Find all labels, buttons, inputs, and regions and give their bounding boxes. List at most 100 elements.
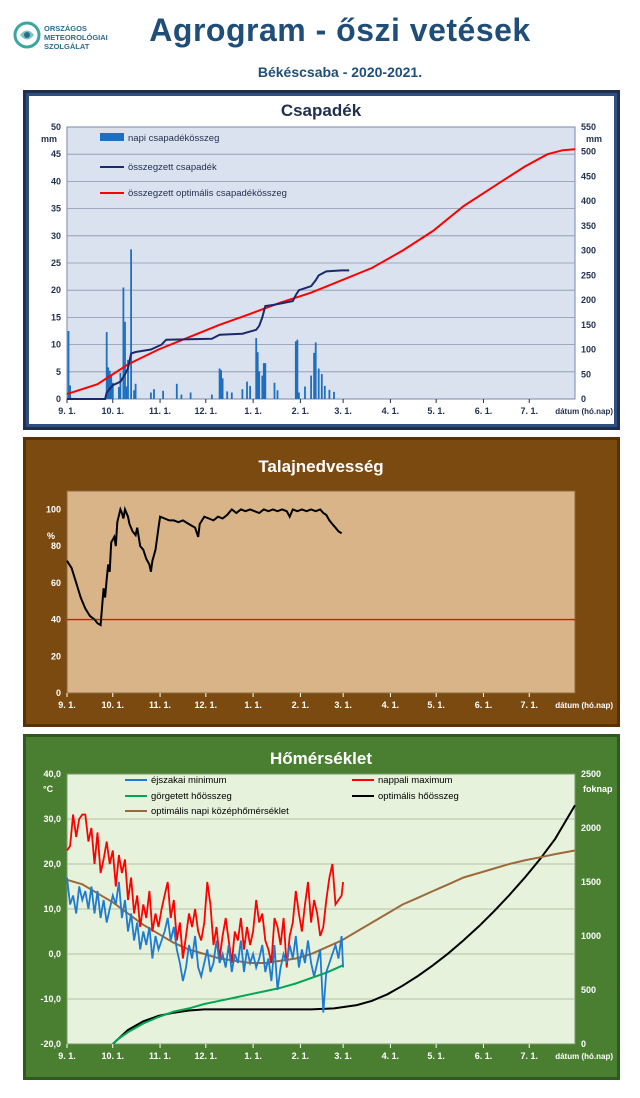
daily-precip-bar [258,371,261,399]
x-tick-label: 1. 1. [244,1051,262,1061]
daily-precip-bar [323,385,326,399]
y-right-tick-label: 1000 [581,931,601,941]
daily-precip-bar [105,332,108,399]
x-tick-label: 11. 1. [149,406,171,416]
y-right-tick-label: 150 [581,320,596,330]
daily-precip-bar [230,392,233,399]
daily-precip-bar [118,387,120,399]
y-right-tick-label: 0 [581,1039,586,1049]
y-left-tick-label: 30 [51,231,61,241]
optimal-daily-mean-line [66,849,576,964]
daily-precip-bar [310,375,312,399]
x-tick-label: 5. 1. [427,1051,445,1061]
daily-precip-bar [320,374,323,399]
y-left-tick-label: 40 [51,176,61,186]
temperature-panel: Hőmérséklet -20,0 -10,0 0,0 10,0 20,0 30,0 40,… [23,734,620,1080]
x-axis-label: dátum (hó.nap) [555,407,613,416]
daily-precip-bar [162,390,164,399]
x-tick-label: 3. 1. [334,1051,352,1061]
y-right-tick-label: 400 [581,196,596,206]
y-left-unit: mm [41,134,57,144]
legend: napi csapadékösszeg összegzett csapadék … [100,133,287,199]
y-right-tick-label: 450 [581,171,596,181]
x-tick-label: 7. 1. [520,700,538,710]
y-left-tick-label: 20,0 [43,859,61,869]
y-left-unit: °C [43,784,54,794]
legend-optsum: optimális hőösszeg [378,791,459,802]
legend-cumulative: összegzett csapadék [128,162,217,173]
y-tick-label: 100 [46,504,61,514]
y-tick-label: 0 [56,688,61,698]
page-subtitle: Békéscsaba - 2020-2021. [257,64,423,80]
y-tick-label: 20 [51,651,61,661]
x-tick-label: 10. 1. [102,700,125,710]
y-right-tick-label: 500 [581,985,596,995]
y-left-tick-label: 30,0 [43,814,61,824]
daily-precip-bar [313,352,315,399]
chart-title: Csapadék [281,101,362,120]
soil-moisture-chart: Talajnedvesség 0 20 40 60 80 100 % 9. 1. 10. 1… [23,437,620,727]
x-tick-label: 2. 1. [292,700,310,710]
y-right-tick-label: 2000 [581,823,601,833]
temperature-chart: Hőmérséklet -20,0 -10,0 0,0 10,0 20,0 30,0 40,… [23,734,620,1080]
page-title: Agrogram - őszi vetések [149,12,531,48]
legend-swatch-daily [100,133,124,141]
daily-precip-bar [298,392,300,399]
x-axis-label: dátum (hó.nap) [555,1052,613,1061]
x-tick-label: 1. 1. [244,700,262,710]
x-tick-label: 7. 1. [520,1051,538,1061]
legend: éjszakai minimum nappali maximum görgete… [125,775,459,817]
y-left-tick-label: 5 [56,367,61,377]
daily-precip-bar [333,391,335,399]
plot-area [66,490,576,694]
daily-precip-bar [261,375,264,399]
legend-optmean: optimális napi középhőmérséklet [151,806,289,817]
daily-precip-bar [111,382,114,399]
title-bar [29,96,614,120]
daily-precip-bar [262,363,265,399]
x-tick-label: 6. 1. [475,406,493,416]
x-tick-label: 5. 1. [427,406,445,416]
x-tick-label: 9. 1. [58,700,76,710]
omsz-logo: ORSZÁGOS METEOROLÓGIAI SZOLGÁLAT [12,20,132,60]
x-tick-label: 6. 1. [475,700,493,710]
x-tick-label: 1. 1. [244,406,262,416]
daily-precip-bar [249,385,251,399]
daily-precip-bar [241,389,244,399]
daily-precip-bar [124,321,126,399]
x-tick-label: 4. 1. [382,700,400,710]
daily-precip-bar [122,287,125,399]
y-right-tick-label: 100 [581,345,596,355]
y-left-tick-label: 25 [51,258,61,268]
y-left-tick-label: 0,0 [48,949,61,959]
y-tick-label: 60 [51,578,61,588]
daily-precip-bar [127,359,129,399]
daily-precip-bar [226,391,229,399]
y-right-tick-label: 300 [581,246,596,256]
daily-precip-bar [119,372,122,399]
daily-precip-bar [125,386,128,399]
daily-precip-bar [256,352,259,399]
y-left-tick-label: 45 [51,149,61,159]
y-right-tick-label: 2500 [581,769,601,779]
y-right-tick-label: 550 [581,122,596,132]
y-right-tick-label: 250 [581,270,596,280]
legend-max: nappali maximum [378,775,453,786]
daily-precip-bar [273,382,276,399]
x-tick-label: 12. 1. [195,1051,218,1061]
daily-precip-bar [218,368,221,399]
y-right-tick-label: 1500 [581,877,601,887]
daily-precip-bar [130,249,132,399]
precipitation-panel: Csapadék 0 5 10 15 20 25 30 35 40 45 50 0 50 100 150 2… [23,90,620,430]
x-tick-label: 9. 1. [58,406,76,416]
x-tick-label: 7. 1. [520,406,538,416]
x-tick-label: 6. 1. [475,1051,493,1061]
daily-precip-bar [189,392,192,399]
y-tick-label: 80 [51,541,61,551]
daily-precip-bar [180,394,183,399]
y-left-tick-label: 0 [56,394,61,404]
y-left-tick-label: 50 [51,122,61,132]
legend-daily: napi csapadékösszeg [128,133,219,144]
y-right-tick-label: 350 [581,221,596,231]
x-axis-label: dátum (hó.nap) [555,701,613,710]
